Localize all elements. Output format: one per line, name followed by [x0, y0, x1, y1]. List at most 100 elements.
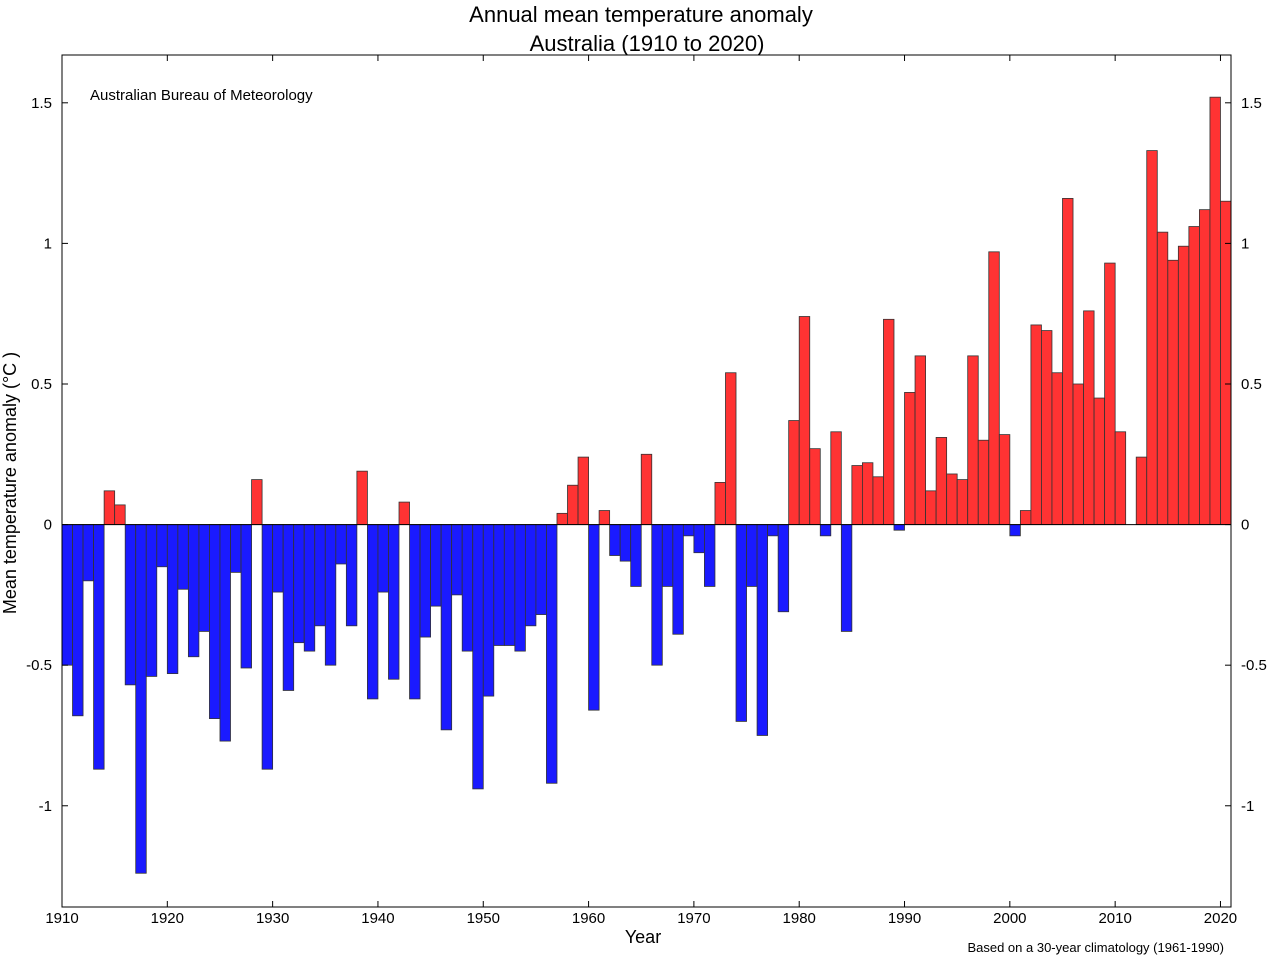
bar-1951 [493, 524, 505, 646]
bar-1981 [809, 448, 821, 525]
bar-1910 [61, 524, 73, 666]
y-tick-label-right: 0 [1241, 517, 1249, 534]
bar-1957 [556, 512, 568, 525]
x-tick-label: 1950 [467, 910, 500, 927]
bar-1938 [356, 470, 368, 525]
bar-1916 [124, 524, 137, 686]
y-tick-label-right: 1.5 [1241, 95, 1262, 112]
bar-1999 [998, 434, 1011, 525]
y-tick-label-right: -1 [1241, 798, 1254, 815]
bar-1967 [661, 524, 674, 587]
bar-1987 [872, 476, 884, 525]
bar-1932 [293, 524, 305, 644]
bar-2009 [1104, 262, 1116, 525]
x-axis-label: Year [625, 927, 661, 947]
bar-1918 [145, 524, 158, 677]
x-tick-label: 1980 [783, 910, 816, 927]
bar-1980 [798, 316, 811, 525]
bar-1920 [166, 524, 179, 675]
bar-2015 [1167, 259, 1179, 525]
bar-1933 [303, 524, 316, 652]
bar-2008 [1093, 397, 1106, 525]
bar-1914 [103, 490, 116, 525]
bar-1931 [282, 524, 295, 691]
bar-1943 [409, 524, 421, 700]
bar-1992 [925, 490, 937, 525]
bar-1945 [430, 524, 442, 607]
bar-2005 [1062, 198, 1074, 525]
bar-2006 [1072, 383, 1084, 525]
axes-group: -1 -1 -0.5 -0.5 0 0 0.5 0.5 1 1 1.5 1.5 1910 1920 1930… [26, 55, 1267, 927]
bar-1965 [640, 453, 653, 525]
x-tick-label: 2020 [1204, 910, 1237, 927]
bar-1924 [209, 524, 221, 720]
bar-1977 [767, 524, 779, 537]
x-tick-label: 1920 [151, 910, 184, 927]
bar-1990 [904, 392, 916, 525]
bar-1982 [819, 524, 832, 537]
bar-1959 [577, 456, 589, 525]
x-tick-label: 1930 [256, 910, 289, 927]
y-axis-label: Mean temperature anomaly (°C ) [0, 352, 20, 614]
bar-1985 [851, 465, 863, 525]
source-label: Australian Bureau of Meteorology [90, 87, 313, 104]
bar-1956 [546, 524, 558, 784]
bar-1921 [177, 524, 189, 590]
bars-group [61, 96, 1232, 874]
bar-1928 [251, 479, 263, 525]
bar-1993 [935, 437, 948, 525]
footnote: Based on a 30-year climatology (1961-199… [967, 940, 1224, 955]
bar-1954 [524, 524, 537, 627]
y-tick-label-left: 0.5 [31, 376, 52, 393]
y-tick-label-right: -0.5 [1241, 657, 1267, 674]
bar-1966 [651, 524, 663, 666]
bar-2010 [1114, 431, 1127, 525]
bar-2020 [1220, 200, 1232, 525]
bar-1972 [714, 482, 726, 525]
x-tick-label: 1910 [45, 910, 78, 927]
y-tick-label-left: 1 [44, 235, 52, 252]
bar-1964 [630, 524, 642, 587]
bar-2004 [1051, 372, 1063, 525]
bar-1950 [482, 524, 495, 697]
x-tick-label: 1970 [677, 910, 710, 927]
y-tick-label-left: -1 [39, 798, 52, 815]
bar-1958 [567, 484, 579, 525]
bar-1953 [514, 524, 526, 652]
bar-1919 [156, 524, 168, 568]
bar-1917 [135, 524, 147, 874]
bar-1926 [230, 524, 242, 573]
bar-1974 [735, 524, 747, 722]
x-tick-label: 1990 [888, 910, 921, 927]
x-tick-label: 2010 [1098, 910, 1131, 927]
bar-1975 [746, 524, 758, 587]
bar-1923 [198, 524, 210, 632]
plot-frame [61, 54, 1232, 908]
bar-2018 [1199, 209, 1211, 525]
bar-2000 [1009, 524, 1021, 537]
bar-2002 [1030, 324, 1042, 525]
bar-1930 [272, 524, 284, 593]
bar-1936 [335, 524, 347, 565]
bar-1979 [788, 420, 800, 525]
bar-1911 [72, 524, 84, 717]
bar-1929 [261, 524, 274, 770]
y-tick-label-right: 1 [1241, 235, 1249, 252]
bar-1941 [388, 524, 400, 680]
bar-1995 [956, 479, 969, 525]
x-tick-label: 1960 [572, 910, 605, 927]
bar-1978 [777, 524, 790, 613]
x-tick-label: 2000 [993, 910, 1026, 927]
bar-1996 [967, 355, 979, 525]
bar-1986 [862, 462, 874, 525]
bar-2016 [1177, 245, 1190, 525]
chart-title-line2: Australia (1910 to 2020) [530, 31, 765, 56]
bar-1946 [440, 524, 453, 731]
bar-1988 [883, 318, 895, 525]
bar-1997 [977, 439, 990, 525]
bar-1927 [240, 524, 252, 669]
bar-1984 [840, 524, 853, 632]
y-tick-label-right: 0.5 [1241, 376, 1262, 393]
bar-1968 [672, 524, 684, 635]
